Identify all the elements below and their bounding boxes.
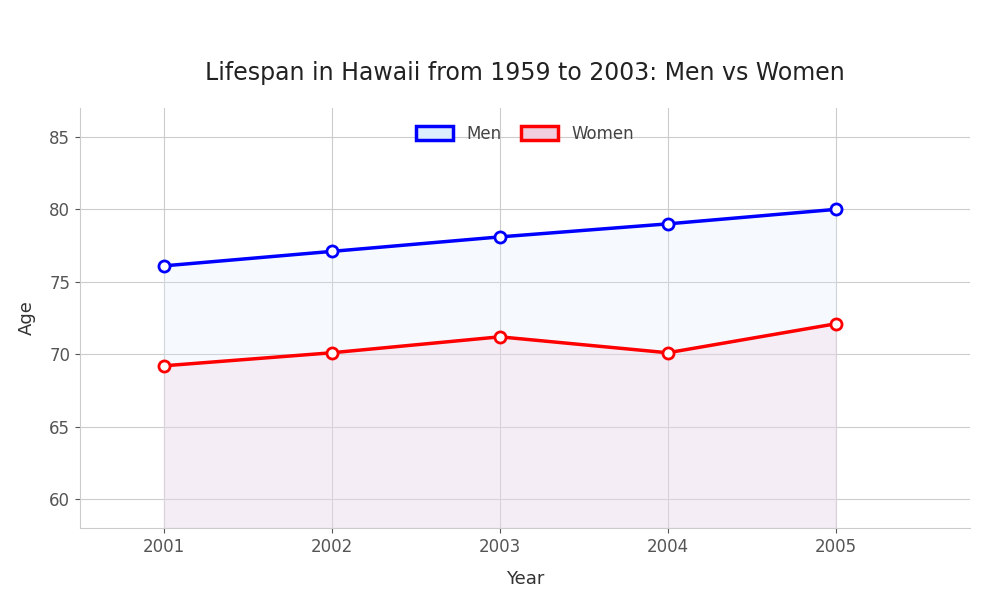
Legend: Men, Women: Men, Women [408, 116, 642, 151]
X-axis label: Year: Year [506, 569, 544, 587]
Title: Lifespan in Hawaii from 1959 to 2003: Men vs Women: Lifespan in Hawaii from 1959 to 2003: Me… [205, 61, 845, 85]
Y-axis label: Age: Age [17, 301, 35, 335]
